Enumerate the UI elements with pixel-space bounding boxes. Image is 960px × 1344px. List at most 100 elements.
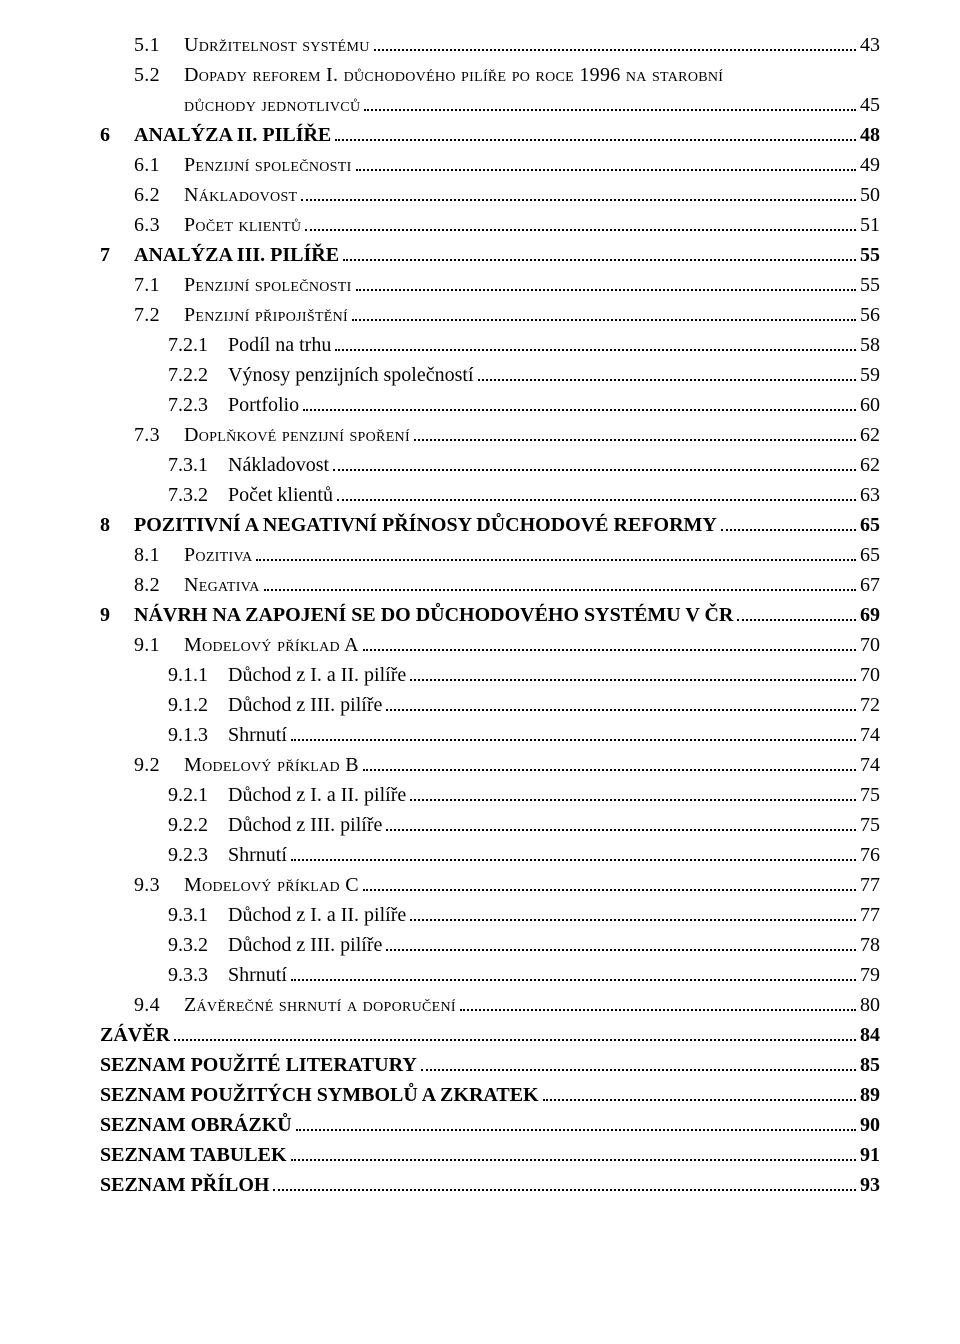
- toc-leader-dots: [291, 963, 856, 981]
- toc-leader-dots: [337, 483, 856, 501]
- toc-entry-page: 79: [860, 960, 880, 990]
- toc-entry-title: SEZNAM POUŽITÝCH SYMBOLŮ A ZKRATEK: [100, 1084, 539, 1106]
- toc-entry: důchody jednotlivců45: [100, 90, 880, 120]
- toc-entry-title: Podíl na trhu: [228, 334, 331, 356]
- toc-entry-page: 70: [860, 630, 880, 660]
- toc-entry-number: 7: [100, 240, 134, 270]
- toc-entry-number: 7.2.3: [168, 390, 228, 420]
- toc-leader-dots: [291, 843, 856, 861]
- toc-entry-label: 9.3.1Důchod z I. a II. pilíře: [168, 900, 406, 930]
- toc-entry: 9.1.2Důchod z III. pilíře72: [100, 690, 880, 720]
- toc-entry-title: Důchod z I. a II. pilíře: [228, 904, 406, 926]
- toc-leader-dots: [421, 1053, 856, 1071]
- toc-entry: 9.1Modelový příklad A 70: [100, 630, 880, 660]
- toc-leader-dots: [356, 273, 856, 291]
- toc-leader-dots: [291, 1143, 856, 1161]
- toc-entry-label: 9.1Modelový příklad A: [134, 630, 359, 660]
- toc-entry-number: 9.1.3: [168, 720, 228, 750]
- toc-leader-dots: [273, 1173, 856, 1191]
- toc-entry-number: 9.3: [134, 870, 184, 900]
- toc-leader-dots: [410, 903, 856, 921]
- toc-entry-page: 65: [860, 510, 880, 540]
- toc-entry: 8.2Negativa67: [100, 570, 880, 600]
- toc-entry-page: 55: [860, 270, 880, 300]
- toc-entry-label: 6.2Nákladovost: [134, 180, 297, 210]
- toc-entry-page: 65: [860, 540, 880, 570]
- toc-entry-page: 74: [860, 750, 880, 780]
- toc-entry-page: 84: [860, 1020, 880, 1050]
- toc-entry-label: 7.1Penzijní společnosti: [134, 270, 352, 300]
- toc-entry-label: 7.2Penzijní připojištění: [134, 300, 348, 330]
- toc-entry-title: Závěrečné shrnutí a doporučení: [184, 994, 456, 1016]
- toc-entry-label: 9.2.2Důchod z III. pilíře: [168, 810, 382, 840]
- toc-entry: 5.2Dopady reforem I. důchodového pilíře …: [100, 60, 880, 90]
- toc-leader-dots: [386, 933, 856, 951]
- toc-entry: 5.1Udržitelnost systému43: [100, 30, 880, 60]
- toc-entry-number: 8.2: [134, 570, 184, 600]
- toc-entry-number: 6: [100, 120, 134, 150]
- toc-entry-number: 5.1: [134, 30, 184, 60]
- toc-entry-label: SEZNAM OBRÁZKŮ: [100, 1110, 292, 1140]
- toc-entry-number: 7.3.2: [168, 480, 228, 510]
- toc-entry-title: Portfolio: [228, 394, 299, 416]
- toc-entry-number: 7.2.1: [168, 330, 228, 360]
- toc-entry: 9.2.1Důchod z I. a II. pilíře75: [100, 780, 880, 810]
- toc-entry-label: 8POZITIVNÍ A NEGATIVNÍ PŘÍNOSY DŮCHODOVÉ…: [100, 510, 717, 540]
- toc-entry-title: Penzijní společnosti: [184, 274, 352, 296]
- toc-entry: 9.3.3Shrnutí 79: [100, 960, 880, 990]
- toc-leader-dots: [356, 153, 856, 171]
- toc-entry-page: 69: [860, 600, 880, 630]
- toc-entry-title: NÁVRH NA ZAPOJENÍ SE DO DŮCHODOVÉHO SYST…: [134, 604, 733, 626]
- toc-leader-dots: [364, 93, 856, 111]
- toc-entry: 7.3Doplňkové penzijní spoření62: [100, 420, 880, 450]
- toc-entry-number: 9.2: [134, 750, 184, 780]
- toc-entry-title: Shrnutí: [228, 844, 287, 866]
- toc-leader-dots: [386, 813, 856, 831]
- toc-entry-label: 8.1Pozitiva: [134, 540, 252, 570]
- toc-entry-page: 62: [860, 450, 880, 480]
- toc-entry-label: 7ANALÝZA III. PILÍŘE: [100, 240, 339, 270]
- toc-entry: 7.2.1Podíl na trhu 58: [100, 330, 880, 360]
- table-of-contents: 5.1Udržitelnost systému435.2Dopady refor…: [100, 30, 880, 1200]
- toc-entry-page: 56: [860, 300, 880, 330]
- toc-entry: 9.3Modelový příklad C77: [100, 870, 880, 900]
- toc-entry-label: SEZNAM PŘÍLOH: [100, 1170, 269, 1200]
- toc-leader-dots: [174, 1023, 856, 1041]
- toc-entry: 9NÁVRH NA ZAPOJENÍ SE DO DŮCHODOVÉHO SYS…: [100, 600, 880, 630]
- toc-entry-page: 59: [860, 360, 880, 390]
- toc-entry-label: 7.2.2Výnosy penzijních společností: [168, 360, 474, 390]
- toc-entry-page: 75: [860, 810, 880, 840]
- toc-entry-number: 9.3.3: [168, 960, 228, 990]
- toc-entry: 9.1.1Důchod z I. a II. pilíře 70: [100, 660, 880, 690]
- toc-entry-title: ZÁVĚR: [100, 1024, 170, 1046]
- toc-entry-number: 9.3.1: [168, 900, 228, 930]
- toc-entry-page: 58: [860, 330, 880, 360]
- toc-entry-label: 6.1Penzijní společnosti: [134, 150, 352, 180]
- toc-entry-number: 9: [100, 600, 134, 630]
- toc-entry-label: 9.1.1Důchod z I. a II. pilíře: [168, 660, 406, 690]
- toc-leader-dots: [343, 243, 856, 261]
- toc-entry-page: 72: [860, 690, 880, 720]
- toc-entry-page: 49: [860, 150, 880, 180]
- toc-entry-title: Důchod z III. pilíře: [228, 814, 382, 836]
- toc-entry: 7.2Penzijní připojištění 56: [100, 300, 880, 330]
- toc-entry-page: 80: [860, 990, 880, 1020]
- toc-entry-page: 48: [860, 120, 880, 150]
- toc-leader-dots: [301, 183, 856, 201]
- toc-entry-page: 70: [860, 660, 880, 690]
- toc-entry-title: Modelový příklad A: [184, 634, 359, 656]
- toc-entry-title: Negativa: [184, 574, 260, 596]
- toc-entry-page: 75: [860, 780, 880, 810]
- toc-entry: SEZNAM OBRÁZKŮ90: [100, 1110, 880, 1140]
- toc-entry-label: 9.3.3Shrnutí: [168, 960, 287, 990]
- toc-leader-dots: [256, 543, 856, 561]
- toc-entry: 6ANALÝZA II. PILÍŘE48: [100, 120, 880, 150]
- toc-entry-title: ANALÝZA III. PILÍŘE: [134, 244, 339, 266]
- toc-entry: 7ANALÝZA III. PILÍŘE55: [100, 240, 880, 270]
- toc-entry: 7.3.1Nákladovost62: [100, 450, 880, 480]
- toc-entry-page: 74: [860, 720, 880, 750]
- toc-leader-dots: [335, 123, 856, 141]
- toc-entry-title: Počet klientů: [184, 214, 301, 236]
- toc-entry-title: Nákladovost: [228, 454, 329, 476]
- toc-entry: 8POZITIVNÍ A NEGATIVNÍ PŘÍNOSY DŮCHODOVÉ…: [100, 510, 880, 540]
